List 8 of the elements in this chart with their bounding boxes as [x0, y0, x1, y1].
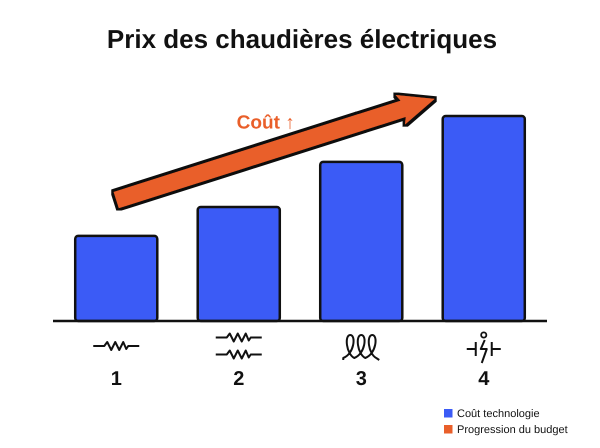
x-tick-label: 1 — [110, 368, 122, 390]
x-tick-label: 4 — [478, 368, 490, 390]
annotation: Coût ↑ — [236, 112, 295, 134]
legend-label: Progression du budget — [457, 424, 568, 436]
legend-label: Coût technologie — [457, 408, 540, 420]
chart-title: Prix des chaudières électriques — [106, 24, 498, 54]
x-tick-label: 3 — [356, 368, 367, 390]
x-tick-label: 2 — [233, 368, 244, 390]
